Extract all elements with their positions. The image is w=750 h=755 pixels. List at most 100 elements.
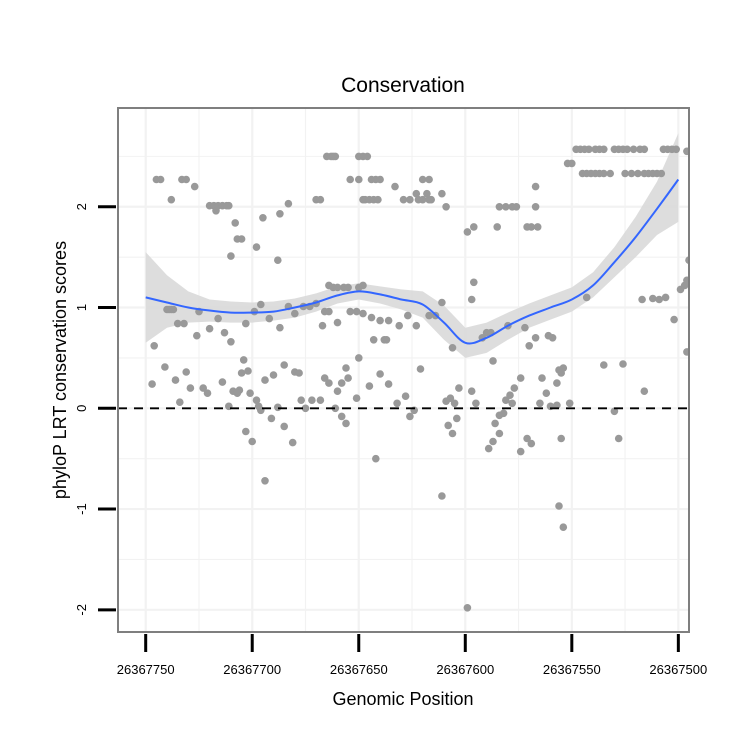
data-point — [401, 392, 410, 401]
data-point — [614, 434, 623, 443]
data-point — [274, 403, 282, 412]
data-point — [239, 356, 248, 364]
data-point — [502, 396, 510, 405]
data-point — [427, 195, 436, 204]
x-tick-label: 26367750 — [117, 662, 175, 677]
data-point — [527, 439, 536, 448]
data-point — [418, 175, 427, 184]
data-point — [372, 454, 380, 463]
data-point — [623, 145, 631, 154]
data-point — [553, 379, 561, 387]
data-point — [244, 367, 252, 375]
data-point — [342, 419, 350, 428]
x-tick-label: 26367700 — [223, 662, 281, 677]
data-point — [683, 276, 689, 285]
data-point — [161, 363, 169, 371]
data-point — [600, 169, 608, 178]
data-point — [544, 331, 553, 340]
data-point — [423, 189, 431, 198]
data-point — [297, 396, 306, 405]
data-point — [463, 228, 472, 236]
x-tick-label: 26367550 — [543, 662, 601, 677]
data-point — [531, 334, 540, 342]
data-point — [634, 169, 642, 178]
data-point — [169, 305, 178, 314]
data-point — [450, 399, 459, 408]
data-point — [606, 169, 614, 178]
data-point — [499, 409, 508, 418]
smooth-fit-line — [145, 178, 680, 345]
data-point — [510, 384, 519, 392]
data-point — [495, 203, 504, 211]
data-point — [384, 380, 393, 388]
data-point — [318, 321, 327, 330]
data-point — [344, 374, 352, 382]
y-tick-label: 2 — [74, 203, 89, 210]
data-point — [470, 278, 478, 287]
data-point — [355, 175, 363, 184]
data-point — [246, 389, 254, 398]
data-point — [276, 323, 284, 332]
data-point — [538, 374, 546, 382]
data-point — [337, 379, 346, 387]
data-point — [418, 195, 427, 204]
panel-background — [118, 108, 689, 632]
data-point — [331, 152, 340, 161]
data-point — [242, 319, 250, 328]
data-point — [621, 169, 629, 178]
data-point — [521, 323, 529, 332]
data-point — [252, 243, 261, 251]
data-point — [186, 384, 195, 392]
data-point — [568, 159, 576, 168]
data-point — [516, 447, 525, 456]
data-point — [629, 145, 638, 154]
data-point — [269, 371, 278, 379]
data-point — [683, 147, 689, 156]
data-point — [374, 195, 382, 204]
y-tick-label: -1 — [74, 503, 89, 515]
data-point — [274, 256, 282, 265]
data-point — [640, 145, 649, 154]
data-point — [261, 376, 269, 384]
data-point — [199, 384, 207, 392]
data-point — [444, 421, 453, 430]
data-point — [193, 331, 201, 340]
data-point — [672, 145, 680, 154]
data-point — [284, 199, 293, 208]
data-point — [365, 382, 374, 390]
data-point — [391, 182, 399, 191]
data-point — [363, 152, 372, 161]
data-point — [493, 223, 502, 231]
data-point — [425, 311, 433, 320]
data-point — [412, 321, 421, 330]
data-point — [190, 182, 199, 191]
data-point — [649, 294, 657, 303]
data-point — [376, 316, 384, 325]
data-point — [640, 387, 649, 396]
data-point — [508, 399, 516, 408]
data-point — [455, 384, 463, 392]
data-point — [610, 407, 619, 416]
data-point — [331, 404, 340, 413]
data-point — [320, 374, 329, 382]
data-point — [150, 342, 158, 350]
data-point — [205, 324, 214, 333]
x-tick-label: 26367600 — [436, 662, 494, 677]
data-point — [585, 145, 593, 154]
data-point — [248, 437, 256, 446]
data-point — [180, 319, 188, 328]
data-point — [352, 307, 361, 316]
confidence-ribbon — [145, 133, 679, 358]
x-axis-label: Genomic Position — [332, 689, 473, 709]
data-point — [555, 502, 563, 510]
data-point — [367, 313, 376, 322]
data-point — [171, 376, 180, 384]
data-point — [442, 397, 450, 406]
data-point — [257, 300, 265, 309]
data-point — [395, 321, 404, 330]
data-point — [214, 314, 222, 323]
data-point — [512, 203, 521, 211]
data-point — [467, 387, 476, 396]
data-point — [438, 298, 446, 307]
